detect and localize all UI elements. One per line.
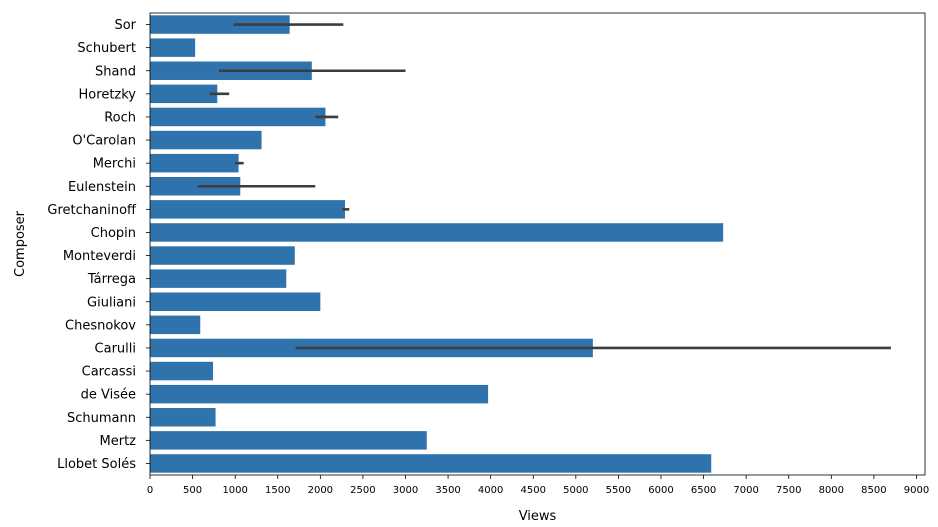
x-tick-label: 3000 bbox=[393, 485, 418, 496]
x-tick-label: 5500 bbox=[606, 485, 631, 496]
bars-layer bbox=[150, 15, 724, 473]
y-tick-label: Horetzky bbox=[79, 87, 137, 102]
y-tick-label: Carulli bbox=[95, 341, 136, 356]
bar-17 bbox=[150, 408, 216, 427]
x-tick-label: 5000 bbox=[563, 485, 588, 496]
y-tick-label: Schumann bbox=[67, 411, 136, 426]
x-tick-label: 7000 bbox=[733, 485, 758, 496]
y-tick-label: Gretchaninoff bbox=[47, 203, 137, 218]
y-tick-label: Giuliani bbox=[87, 295, 136, 310]
bar-12 bbox=[150, 292, 321, 311]
bar-7 bbox=[150, 177, 241, 196]
y-tick-label: Sor bbox=[114, 18, 136, 33]
bar-6 bbox=[150, 153, 239, 173]
bar-5 bbox=[150, 130, 262, 150]
y-tick-label: Chesnokov bbox=[65, 318, 136, 333]
bar-4 bbox=[150, 107, 326, 127]
y-tick-label: O'Carolan bbox=[72, 134, 136, 149]
x-tick-label: 6500 bbox=[691, 485, 716, 496]
bar-0 bbox=[150, 15, 290, 34]
x-tick-label: 8000 bbox=[819, 485, 844, 496]
y-axis-title: Composer bbox=[13, 210, 28, 277]
x-tick-label: 8500 bbox=[861, 485, 886, 496]
bar-9 bbox=[150, 223, 724, 242]
plot-frame bbox=[149, 12, 926, 476]
bar-8 bbox=[150, 200, 346, 219]
bar-16 bbox=[150, 384, 489, 404]
y-tick-label: Merchi bbox=[93, 157, 136, 172]
x-tick-label: 4000 bbox=[478, 485, 503, 496]
x-tick-label: 7500 bbox=[776, 485, 801, 496]
y-tick-label: Tárrega bbox=[87, 272, 136, 287]
y-tick-label: Llobet Solés bbox=[57, 457, 136, 472]
y-tick-label: de Visée bbox=[81, 388, 136, 403]
y-tick-label: Mertz bbox=[100, 434, 137, 449]
x-tick-label: 0 bbox=[147, 485, 153, 496]
bar-18 bbox=[150, 431, 427, 450]
x-tick-label: 3500 bbox=[435, 485, 460, 496]
y-tick-label: Monteverdi bbox=[63, 249, 136, 264]
y-tick-label: Schubert bbox=[77, 41, 136, 56]
bar-13 bbox=[150, 315, 201, 335]
bar-11 bbox=[150, 269, 287, 288]
x-tick-label: 1500 bbox=[265, 485, 290, 496]
bar-10 bbox=[150, 246, 295, 265]
bar-1 bbox=[150, 38, 196, 57]
x-tick-label: 2000 bbox=[308, 485, 333, 496]
x-tick-label: 1000 bbox=[222, 485, 247, 496]
bar-3 bbox=[150, 84, 218, 104]
y-tick-label: Carcassi bbox=[82, 365, 136, 380]
x-tick-label: 500 bbox=[183, 485, 202, 496]
errorbars-layer bbox=[197, 23, 891, 350]
y-tick-label: Chopin bbox=[91, 226, 136, 241]
x-axis-ticks: 0 500 1000 1500 2000 2500 3000 3500 4000 4500 5000… bbox=[147, 475, 929, 496]
x-tick-label: 2500 bbox=[350, 485, 375, 496]
y-tick-label: Roch bbox=[104, 110, 136, 125]
y-tick-label: Eulenstein bbox=[68, 180, 136, 195]
x-tick-label: 9000 bbox=[904, 485, 929, 496]
y-axis-ticks: Sor Schubert Shand Horetzky Roch O'Carolan Mer… bbox=[47, 18, 150, 472]
bar-15 bbox=[150, 361, 214, 381]
x-axis-title: Views bbox=[519, 509, 557, 524]
x-tick-label: 6000 bbox=[648, 485, 673, 496]
y-tick-label: Shand bbox=[95, 64, 136, 79]
bar-19 bbox=[150, 454, 712, 473]
x-tick-label: 4500 bbox=[521, 485, 546, 496]
